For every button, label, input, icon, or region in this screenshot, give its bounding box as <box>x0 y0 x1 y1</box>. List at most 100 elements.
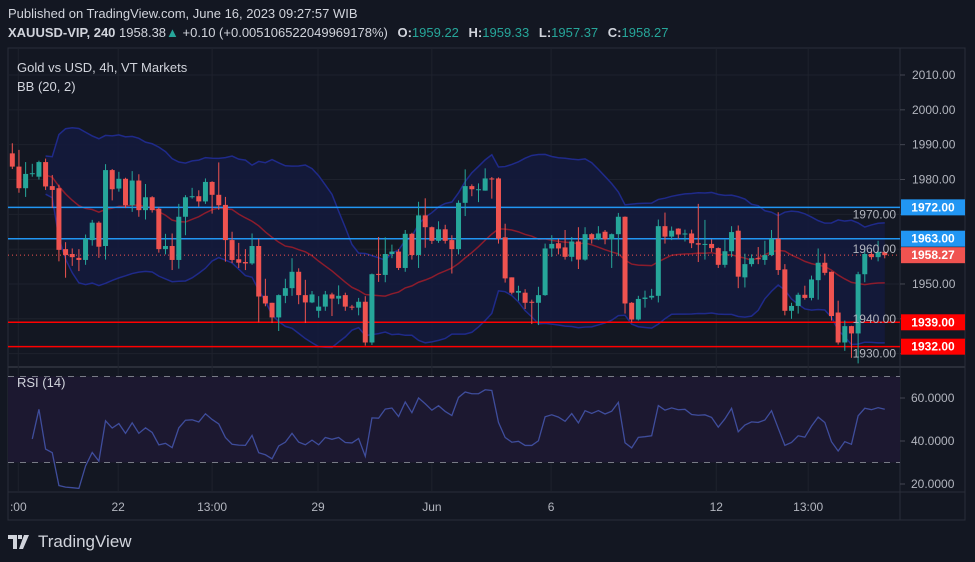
published-line: Published on TradingView.com, June 16, 2… <box>8 6 358 21</box>
candle-body <box>116 178 122 189</box>
candle-body <box>476 189 481 191</box>
candle-body <box>775 238 781 271</box>
candle-body <box>402 233 408 268</box>
level-badge <box>901 199 965 216</box>
level-badge <box>901 338 965 355</box>
bb-lower-line <box>45 193 885 349</box>
change: +0.10 (+0.0051065220499691​78%) <box>182 25 388 40</box>
bb-legend[interactable]: BB (20, 2) <box>17 79 76 94</box>
low-label: L: <box>538 25 552 40</box>
last-price-badge-label: 1958.27 <box>911 248 955 262</box>
candle-body <box>795 294 801 306</box>
candle-body <box>296 271 302 296</box>
rsi-tick-label: 40.0000 <box>911 434 955 448</box>
candle-body <box>848 326 854 334</box>
up-arrow-icon: ▲ <box>166 25 179 40</box>
candle-body <box>542 248 548 296</box>
candle-body <box>669 230 675 237</box>
candle-body <box>662 226 668 237</box>
level-badge <box>901 314 965 331</box>
candle-body <box>302 295 308 303</box>
candle-body <box>762 255 768 260</box>
tradingview-logo-icon <box>8 535 29 549</box>
candle-body <box>589 234 595 240</box>
candle-body <box>409 233 415 256</box>
candle-body <box>83 238 89 260</box>
candle-body <box>216 194 222 206</box>
bb-fill <box>45 127 885 348</box>
rsi-legend[interactable]: RSI (14) <box>17 375 66 390</box>
candle-body <box>882 251 888 256</box>
candle-body <box>69 254 75 258</box>
tradingview-brand: TradingView <box>8 532 132 552</box>
candle-body <box>129 180 135 206</box>
symbol-info: XAUUSD-VIP, 240 1958.38▲ +0.10 (+0.00510… <box>8 25 669 40</box>
candle-body <box>535 295 541 303</box>
bollinger-bands <box>45 126 885 349</box>
price-tick-label: 2010.00 <box>912 68 956 82</box>
candle-body <box>202 181 208 202</box>
candle-body <box>815 262 821 281</box>
candle-body <box>342 295 348 307</box>
price-tick-label: 1960.00 <box>853 242 897 256</box>
horizontal-levels <box>8 206 900 348</box>
candle-body <box>802 294 808 298</box>
candle-body <box>162 246 168 250</box>
candle-body <box>462 186 468 203</box>
axes[interactable]: 2010.00 2000.00 1990.00 1980.00 1970.00 1960.… <box>10 68 965 514</box>
candle-body <box>29 173 35 175</box>
candle-body <box>622 216 628 304</box>
time-tick-label: Jun <box>422 500 441 514</box>
level-badge <box>901 230 965 247</box>
symbol: XAUUSD-VIP, 240 <box>8 25 116 40</box>
candle-body <box>436 229 442 241</box>
candle-body <box>875 251 881 258</box>
candle-body <box>376 273 382 275</box>
open-label: O: <box>397 25 412 40</box>
level-badge-label: 1932.00 <box>911 340 955 354</box>
candles <box>9 143 888 364</box>
candle-body <box>63 249 69 256</box>
candle-body <box>389 251 395 255</box>
candle-body <box>515 290 521 293</box>
candle-body <box>469 186 475 190</box>
candle-body <box>282 288 288 296</box>
candle-body <box>602 231 608 240</box>
candle-body <box>182 197 188 217</box>
candle-body <box>449 240 455 250</box>
candle-body <box>362 301 368 343</box>
candle-body <box>56 188 62 250</box>
candle-body <box>276 295 282 318</box>
candle-body <box>89 222 95 241</box>
time-tick-label: 22 <box>112 500 126 514</box>
candle-body <box>682 233 688 235</box>
candle-body <box>269 302 275 318</box>
rsi-tick-label: 60.0000 <box>911 391 955 405</box>
candle-body <box>835 312 841 343</box>
candle-body <box>655 226 661 296</box>
candle-body <box>629 302 635 320</box>
candle-body <box>789 305 795 311</box>
candle-body <box>735 230 741 277</box>
candle-body <box>429 227 435 241</box>
price-tick-label: 2000.00 <box>912 103 956 117</box>
candle-body <box>143 197 148 211</box>
candle-body <box>709 243 715 249</box>
candle-body <box>689 233 695 244</box>
candle-body <box>256 246 262 297</box>
price-tick-label: 1980.00 <box>912 172 956 186</box>
candle-body <box>782 269 788 311</box>
brand-name: TradingView <box>38 532 132 551</box>
candle-body <box>842 326 848 343</box>
candle-body <box>36 162 42 177</box>
last-price: 1958.38 <box>119 25 167 40</box>
candle-body <box>522 292 528 303</box>
rsi-tick-label: 20.0000 <box>911 477 955 491</box>
candle-body <box>615 216 621 235</box>
candle-body <box>242 262 248 264</box>
candle-body <box>222 204 228 241</box>
price-tick-label: 1940.00 <box>853 312 897 326</box>
candle-body <box>828 271 834 317</box>
candle-body <box>855 274 861 334</box>
